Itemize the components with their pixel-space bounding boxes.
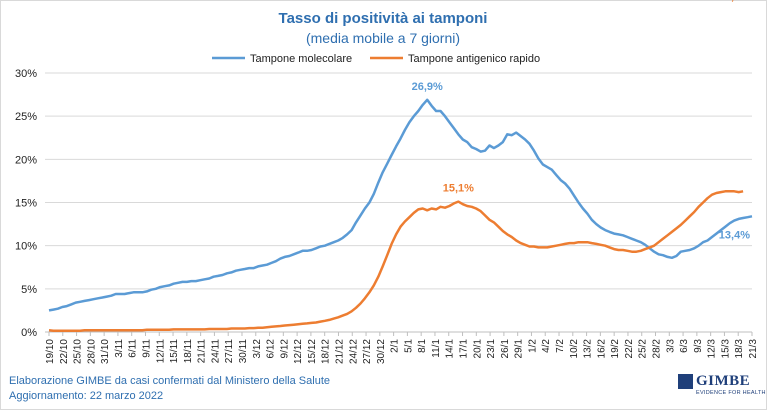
x-tick-label: 7/2	[555, 339, 566, 353]
y-tick-label: 10%	[15, 241, 37, 253]
gridlines	[45, 72, 752, 333]
series-line-molecolare	[48, 98, 753, 312]
x-tick-label: 21/12	[334, 339, 345, 364]
x-tick-label: 13/2	[583, 339, 594, 359]
y-tick-label: 25%	[15, 111, 37, 123]
x-tick-label: 12/12	[293, 339, 304, 364]
x-tick-label: 12/3	[707, 339, 718, 359]
data-label: 13,4%	[719, 229, 750, 241]
x-tick-label: 24/12	[348, 339, 359, 364]
footer-source: Elaborazione GIMBE da casi confermati da…	[9, 375, 330, 387]
x-tick-label: 18/11	[183, 339, 194, 364]
chart-title: Tasso di positività ai tamponi	[279, 10, 488, 27]
x-tick-label: 27/12	[362, 339, 373, 364]
chart-subtitle: (media mobile a 7 giorni)	[306, 30, 460, 46]
x-tick-label: 19/2	[610, 339, 621, 359]
x-tick-label: 28/10	[86, 339, 97, 364]
x-tick-label: 22/2	[624, 339, 635, 359]
y-tick-label: 0%	[21, 327, 37, 339]
x-tick-label: 9/3	[693, 339, 704, 353]
x-tick-label: 25/10	[73, 339, 84, 364]
x-tick-label: 6/11	[128, 339, 139, 358]
logo-wordmark: GIMBE	[696, 373, 751, 389]
x-tick-label: 19/10	[45, 339, 56, 364]
y-tick-label: 20%	[15, 154, 37, 166]
data-label: 26,9%	[412, 81, 443, 93]
y-tick-label: 30%	[15, 68, 37, 80]
x-tick-label: 21/11	[197, 339, 208, 364]
x-tick-label: 21/3	[748, 339, 759, 359]
x-tick-label: 6/12	[266, 339, 277, 359]
x-tick-label: 5/1	[403, 339, 414, 353]
x-tick-label: 14/1	[445, 339, 456, 359]
x-tick-label: 30/12	[376, 339, 387, 364]
x-tick-label: 23/1	[486, 339, 497, 359]
x-tick-label: 15/3	[720, 339, 731, 359]
x-tick-label: 15/12	[307, 339, 318, 364]
x-tick-label: 4/2	[541, 339, 552, 353]
x-tick-label: 1/2	[527, 339, 538, 353]
x-tick-label: 3/11	[114, 339, 125, 358]
x-tick-label: 31/10	[100, 339, 111, 364]
gimbe-logo: GIMBE EVIDENCE FOR HEALTH	[678, 373, 765, 403]
y-axis-ticks: 0% 5% 10% 15% 20% 25% 30%	[15, 68, 37, 339]
x-tick-label: 12/11	[155, 339, 166, 364]
x-tick-label: 9/11	[141, 339, 152, 358]
x-tick-label: 3/3	[665, 339, 676, 353]
x-tick-label: 24/11	[210, 339, 221, 364]
series-line-antigenico	[48, 190, 744, 332]
x-tick-label: 25/2	[638, 339, 649, 359]
x-tick-label: 16/2	[596, 339, 607, 359]
x-tick-label: 15/11	[169, 339, 180, 364]
logo-tagline: EVIDENCE FOR HEALTH	[696, 390, 766, 396]
y-tick-label: 5%	[21, 284, 37, 296]
x-axis-ticks: 19/10 22/10 25/10 28/10 31/10 3/11 6/11 9/11 12/…	[45, 339, 759, 364]
x-tick-label: 10/2	[569, 339, 580, 359]
x-tick-label: 28/2	[652, 339, 663, 359]
logo-mark-icon	[678, 374, 693, 389]
x-tick-label: 9/12	[279, 339, 290, 359]
data-label: 15,1%	[443, 183, 474, 195]
x-tick-label: 18/3	[734, 339, 745, 359]
x-tick-label: 2/1	[390, 339, 401, 353]
data-label: 16,3%	[719, 0, 750, 3]
y-tick-label: 15%	[15, 198, 37, 210]
x-tick-label: 22/10	[59, 339, 70, 364]
legend-label-molecolare: Tampone molecolare	[250, 53, 352, 65]
x-tick-label: 26/1	[500, 339, 511, 359]
x-tick-label: 11/1	[431, 339, 442, 358]
x-tick-label: 18/12	[321, 339, 332, 364]
x-tick-label: 8/1	[417, 339, 428, 353]
legend: Tampone molecolare Tampone antigenico ra…	[212, 53, 540, 65]
series-layer	[48, 98, 753, 332]
x-tick-label: 30/11	[238, 339, 249, 364]
x-tick-label: 3/12	[252, 339, 263, 359]
x-tick-label: 27/11	[224, 339, 235, 364]
x-tick-label: 20/1	[472, 339, 483, 359]
legend-label-antigenico: Tampone antigenico rapido	[408, 53, 540, 65]
annotations: 26,9% 15,1% 16,3% 13,4%	[412, 0, 751, 241]
x-tick-label: 29/1	[514, 339, 525, 359]
footer-updated: Aggiornamento: 22 marzo 2022	[9, 390, 164, 402]
x-tick-label: 6/3	[679, 339, 690, 353]
x-tick-label: 17/1	[459, 339, 470, 359]
x-axis-tick-marks	[48, 332, 753, 336]
